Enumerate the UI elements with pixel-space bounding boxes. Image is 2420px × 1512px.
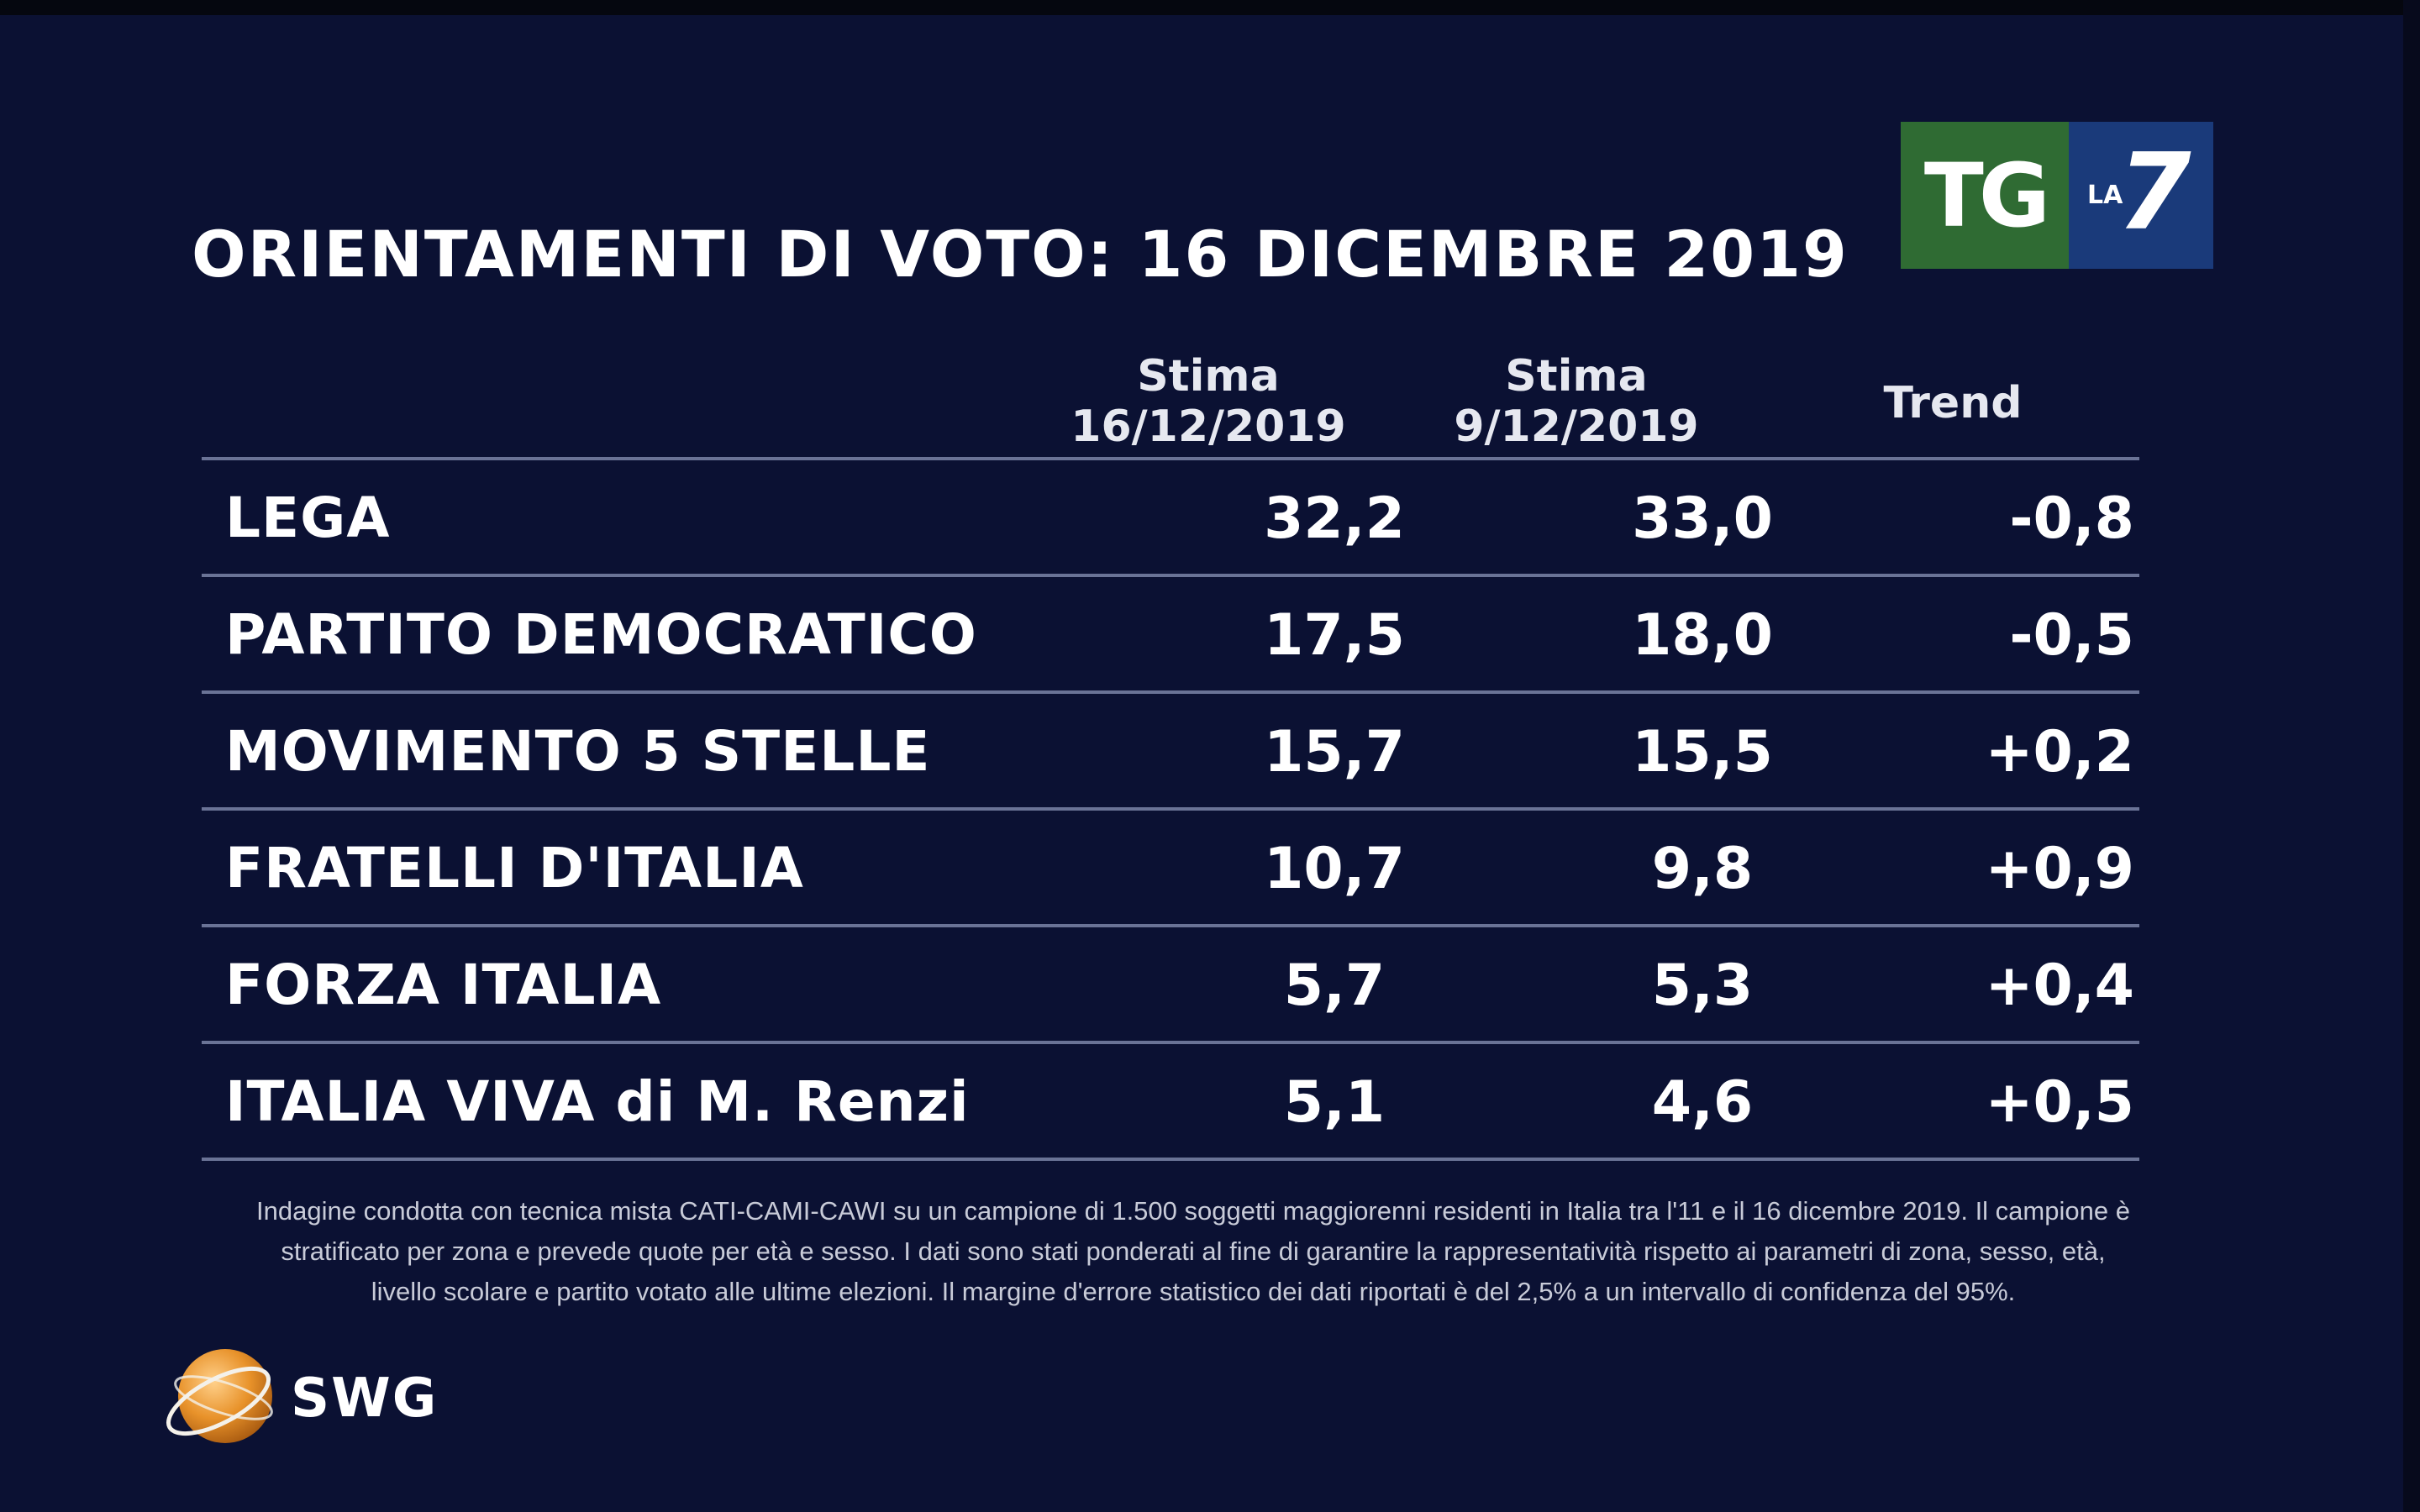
stima-9-12-value: 9,8 [1651,836,1754,902]
table-rule [202,924,2139,927]
stima-16-12-value: 5,1 [1283,1069,1386,1136]
stima-16-12-value: 5,7 [1283,953,1386,1019]
party-name: ITALIA VIVA di M. Renzi [225,1069,970,1134]
tg-la7-logo: TG LA 7 [1901,122,2213,269]
note-line: stratificato per zona e prevede quote pe… [281,1236,2106,1266]
trend-value: +0,5 [1985,1069,2134,1136]
stima-16-12-value: 10,7 [1264,836,1405,902]
swg-logo: SWG [158,1336,438,1462]
column-header-stima-9-12: Stima 9/12/2019 [1417,351,1736,452]
stima-16-12-value: 17,5 [1264,602,1405,669]
column-header-trend: Trend [1883,378,2023,428]
right-border [2403,0,2420,1512]
table-rule [202,690,2139,694]
table-row: FRATELLI D'ITALIA 10,7 9,8 +0,9 [202,811,2139,927]
column-header-stima-16-12: Stima 16/12/2019 [1049,351,1368,452]
column-header-line: Stima [1505,351,1648,402]
table-row: ITALIA VIVA di M. Renzi 5,1 4,6 +0,5 [202,1044,2139,1160]
table-row: LEGA 32,2 33,0 -0,8 [202,460,2139,576]
la7-logo-mark: LA 7 [2069,122,2213,269]
swg-brand-name: SWG [291,1368,439,1430]
table-rule [202,1041,2139,1044]
party-name: LEGA [225,486,391,550]
methodology-note: Indagine condotta con tecnica mista CATI… [185,1191,2202,1312]
column-header-line: 16/12/2019 [1071,402,1346,452]
table-rule [202,807,2139,811]
globe-icon [166,1349,273,1443]
party-name: FRATELLI D'ITALIA [225,836,804,900]
note-line: Indagine condotta con tecnica mista CATI… [256,1196,2130,1226]
table-rule [202,1158,2139,1161]
table-rule [202,457,2139,460]
column-header-line: Stima [1137,351,1280,402]
tg-logo-mark: TG [1901,122,2069,269]
stima-9-12-value: 18,0 [1632,602,1773,669]
trend-value: +0,9 [1985,836,2134,902]
table-rule [202,574,2139,577]
party-name: MOVIMENTO 5 STELLE [225,719,931,784]
la-label: LA [2087,181,2123,210]
stima-9-12-value: 33,0 [1632,486,1773,552]
note-line: livello scolare e partito votato alle ul… [371,1277,2016,1306]
seven-label: 7 [2118,130,2191,254]
top-border [0,0,2420,15]
chart-title: ORIENTAMENTI DI VOTO: 16 DICEMBRE 2019 [192,217,1849,291]
stima-16-12-value: 32,2 [1264,486,1405,552]
stima-9-12-value: 15,5 [1632,719,1773,785]
party-name: FORZA ITALIA [225,953,662,1017]
table-row: MOVIMENTO 5 STELLE 15,7 15,5 +0,2 [202,694,2139,810]
trend-value: -0,5 [2009,602,2134,669]
column-header-line: 9/12/2019 [1454,402,1699,452]
party-name: PARTITO DEMOCRATICO [225,602,977,667]
table-row: PARTITO DEMOCRATICO 17,5 18,0 -0,5 [202,577,2139,693]
trend-value: +0,4 [1985,953,2134,1019]
stima-9-12-value: 4,6 [1651,1069,1754,1136]
stima-16-12-value: 15,7 [1264,719,1405,785]
trend-value: +0,2 [1985,719,2134,785]
trend-value: -0,8 [2009,486,2134,552]
stima-9-12-value: 5,3 [1651,953,1754,1019]
table-row: FORZA ITALIA 5,7 5,3 +0,4 [202,927,2139,1043]
